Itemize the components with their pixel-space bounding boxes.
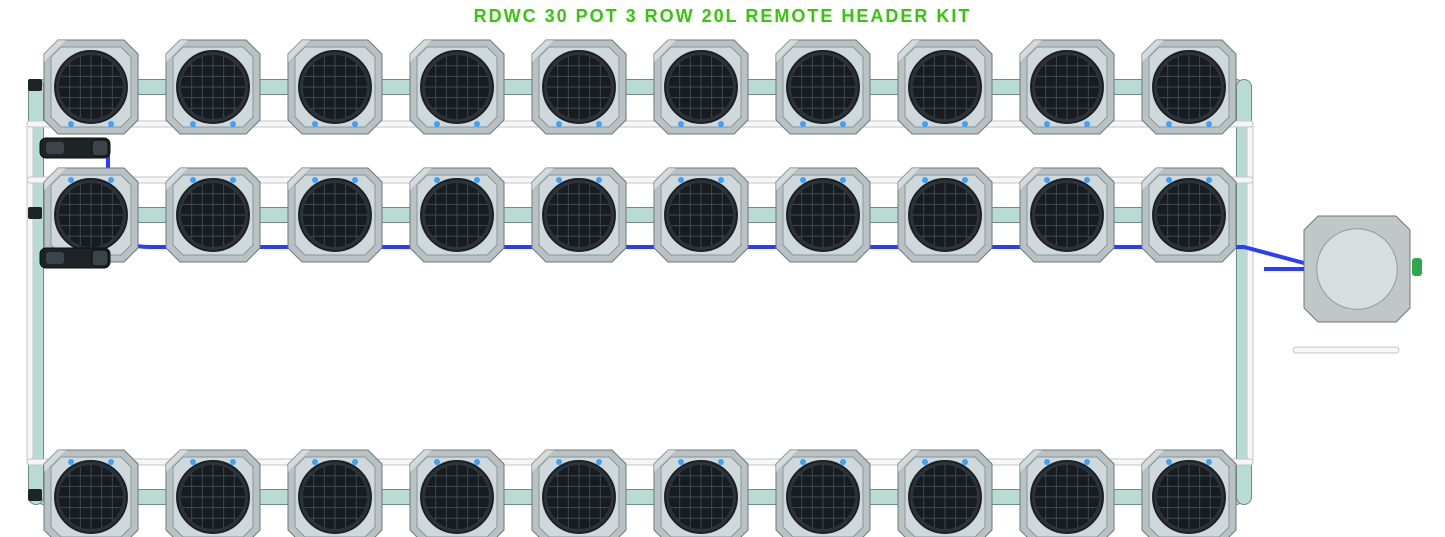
pot: [898, 450, 992, 537]
pot: [410, 168, 504, 262]
pot: [166, 450, 260, 537]
pot: [1020, 168, 1114, 262]
pot: [44, 450, 138, 537]
pot: [1142, 168, 1236, 262]
pot: [288, 40, 382, 134]
pot: [776, 450, 870, 537]
pot: [776, 40, 870, 134]
pot: [532, 168, 626, 262]
pot: [776, 168, 870, 262]
pot: [288, 168, 382, 262]
pot: [1020, 450, 1114, 537]
pot: [1020, 40, 1114, 134]
pot: [166, 168, 260, 262]
pot: [44, 40, 138, 134]
pot: [1142, 450, 1236, 537]
pot: [410, 40, 504, 134]
pot: [654, 450, 748, 537]
pot: [532, 40, 626, 134]
pot: [898, 168, 992, 262]
diagram-svg: [0, 0, 1445, 537]
pot: [898, 40, 992, 134]
pot: [288, 450, 382, 537]
pot: [410, 450, 504, 537]
pot: [1142, 40, 1236, 134]
diagram-stage: RDWC 30 POT 3 ROW 20L REMOTE HEADER KIT: [0, 0, 1445, 537]
controller: [1264, 216, 1422, 322]
pot: [654, 168, 748, 262]
pot: [532, 450, 626, 537]
pot: [166, 40, 260, 134]
pot: [654, 40, 748, 134]
